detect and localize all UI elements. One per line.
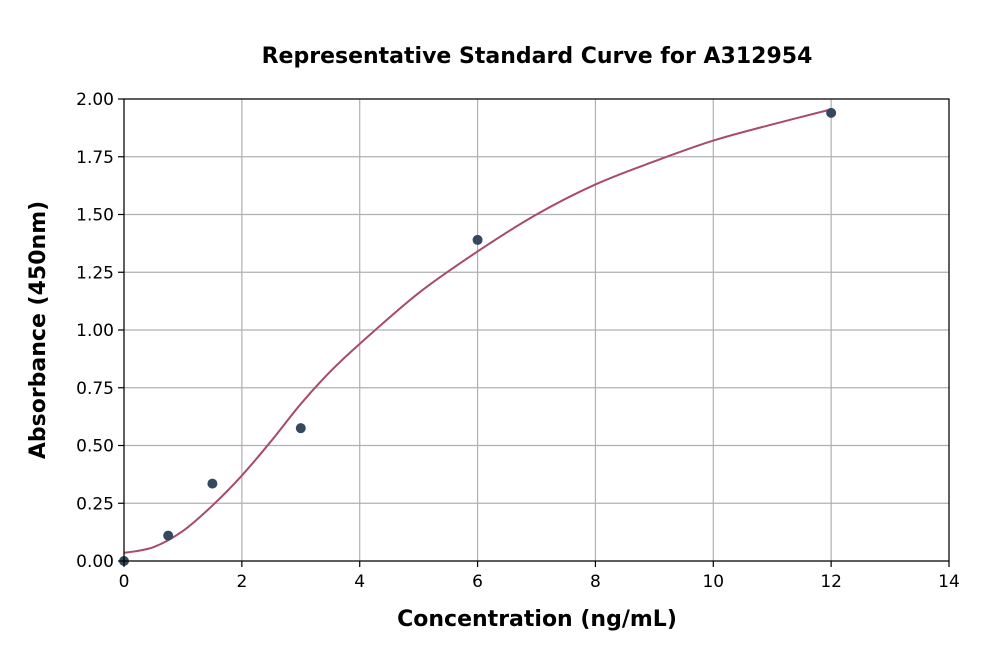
x-tick-label: 6	[472, 572, 483, 592]
fitted-curve	[123, 108, 832, 554]
chart-title: Representative Standard Curve for A31295…	[262, 44, 813, 69]
x-tick-label: 4	[354, 572, 365, 592]
x-tick-label: 2	[236, 572, 247, 592]
data-point	[472, 234, 483, 245]
y-tick-label: 0.00	[76, 552, 114, 572]
data-point	[295, 423, 306, 434]
y-tick-label: 0.50	[76, 437, 114, 457]
data-point	[207, 478, 218, 489]
y-tick-label: 0.25	[76, 494, 114, 514]
data-point	[826, 107, 837, 118]
x-tick-label: 10	[702, 572, 724, 592]
x-tick-label: 14	[938, 572, 960, 592]
ticks: 0 2 4 6 8 10 12 14 0.00 0.25 0.50 0.75 1.00 1.25 1.50 1…	[76, 90, 960, 592]
curve-layer	[123, 108, 832, 554]
y-tick-label: 1.50	[76, 206, 114, 226]
y-axis-label: Absorbance (450nm)	[26, 201, 51, 459]
x-tick-label: 8	[590, 572, 601, 592]
x-tick-label: 12	[820, 572, 842, 592]
grid	[123, 98, 950, 562]
y-tick-label: 1.00	[76, 321, 114, 341]
x-axis-label: Concentration (ng/mL)	[397, 607, 677, 632]
y-tick-label: 1.25	[76, 263, 114, 283]
x-tick-label: 0	[119, 572, 130, 592]
data-point	[163, 530, 174, 541]
y-tick-label: 2.00	[76, 90, 114, 110]
y-tick-label: 0.75	[76, 379, 114, 399]
y-tick-label: 1.75	[76, 148, 114, 168]
